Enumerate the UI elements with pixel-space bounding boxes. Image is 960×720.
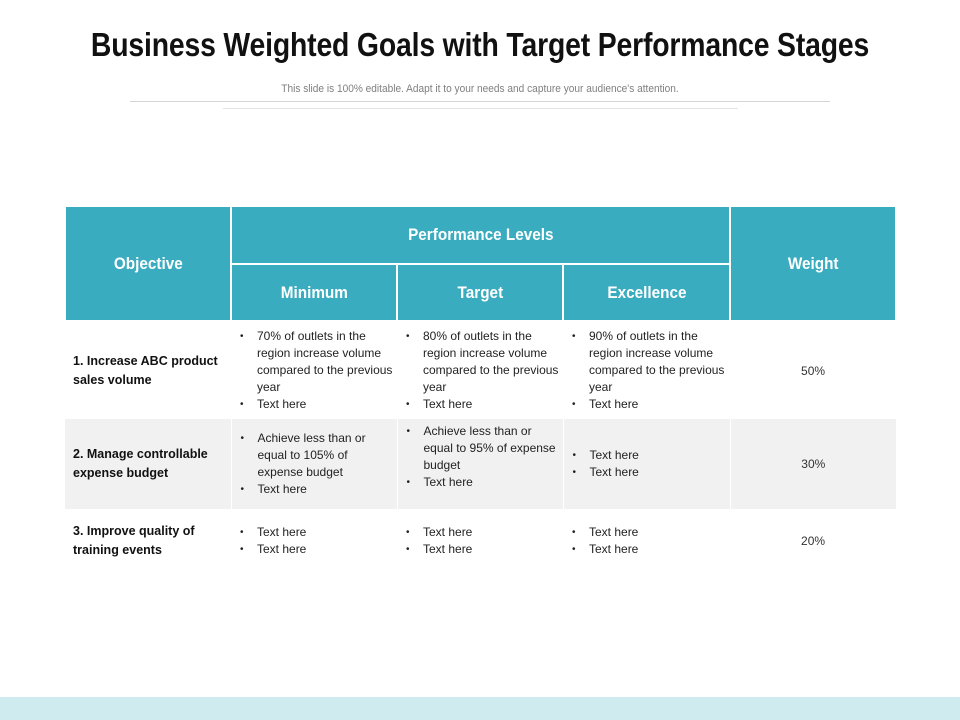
list-item: Text here xyxy=(404,474,559,491)
list-item: Text here xyxy=(570,464,726,481)
excellence-cell: Text here Text here xyxy=(562,419,731,509)
table-row: 3. Improve quality of training events Te… xyxy=(65,509,896,573)
header-minimum: Minimum xyxy=(230,263,398,322)
header-weight: Weight xyxy=(729,205,898,322)
list-item: Achieve less than or equal to 95% of exp… xyxy=(404,423,559,474)
weight-cell: 20% xyxy=(801,534,826,548)
minimum-cell: Text here Text here xyxy=(231,509,397,573)
weight-cell: 30% xyxy=(729,419,897,509)
minimum-cell: Achieve less than or equal to 105% of ex… xyxy=(230,419,397,509)
header-excellence: Excellence xyxy=(561,263,732,322)
weight-cell: 50% xyxy=(801,363,826,378)
list-item: Achieve less than or equal to 105% of ex… xyxy=(238,430,393,481)
subtitle-divider xyxy=(223,108,738,109)
header-performance-levels: Performance Levels xyxy=(229,205,732,265)
list-item: Text here xyxy=(238,481,393,498)
list-item: Text here xyxy=(237,396,393,413)
objective-cell: 2. Manage controllable expense budget xyxy=(65,419,231,509)
list-item: Text here xyxy=(403,541,559,558)
excellence-cell: 90% of outlets in the region increase vo… xyxy=(563,321,730,419)
list-item: 80% of outlets in the region increase vo… xyxy=(403,328,559,396)
table-row: 2. Manage controllable expense budget Ac… xyxy=(65,419,897,509)
title-divider xyxy=(130,101,830,102)
weighted-goals-table: Objective Performance Levels Weight Mini… xyxy=(64,205,898,573)
objective-cell: 3. Improve quality of training events xyxy=(73,524,195,557)
footer-band xyxy=(0,697,960,720)
table-row: 1. Increase ABC product sales volume 70%… xyxy=(65,321,896,419)
page-title: Business Weighted Goals with Target Perf… xyxy=(90,26,870,63)
page-subtitle: This slide is 100% editable. Adapt it to… xyxy=(281,83,679,95)
header-row-2: Minimum Target Excellence xyxy=(65,263,896,322)
objective-cell: 1. Increase ABC product sales volume xyxy=(73,353,218,387)
header-objective: Objective xyxy=(64,205,232,322)
list-item: Text here xyxy=(569,541,726,558)
header-row-1: Objective Performance Levels Weight xyxy=(64,205,898,322)
list-item: Text here xyxy=(403,524,559,541)
target-cell: Text here Text here xyxy=(397,509,563,573)
list-item: Text here xyxy=(403,396,559,413)
list-item: Text here xyxy=(570,447,726,464)
target-cell: 80% of outlets in the region increase vo… xyxy=(397,321,563,419)
minimum-cell: 70% of outlets in the region increase vo… xyxy=(231,321,397,419)
list-item: Text here xyxy=(237,541,393,558)
list-item: 70% of outlets in the region increase vo… xyxy=(237,328,393,396)
list-item: Text here xyxy=(237,524,393,541)
list-item: Text here xyxy=(569,524,726,541)
list-item: 90% of outlets in the region increase vo… xyxy=(569,328,726,396)
list-item: Text here xyxy=(569,396,726,413)
excellence-cell: Text here Text here xyxy=(563,509,730,573)
target-cell: Achieve less than or equal to 95% of exp… xyxy=(396,419,563,509)
header-target: Target xyxy=(396,263,564,322)
